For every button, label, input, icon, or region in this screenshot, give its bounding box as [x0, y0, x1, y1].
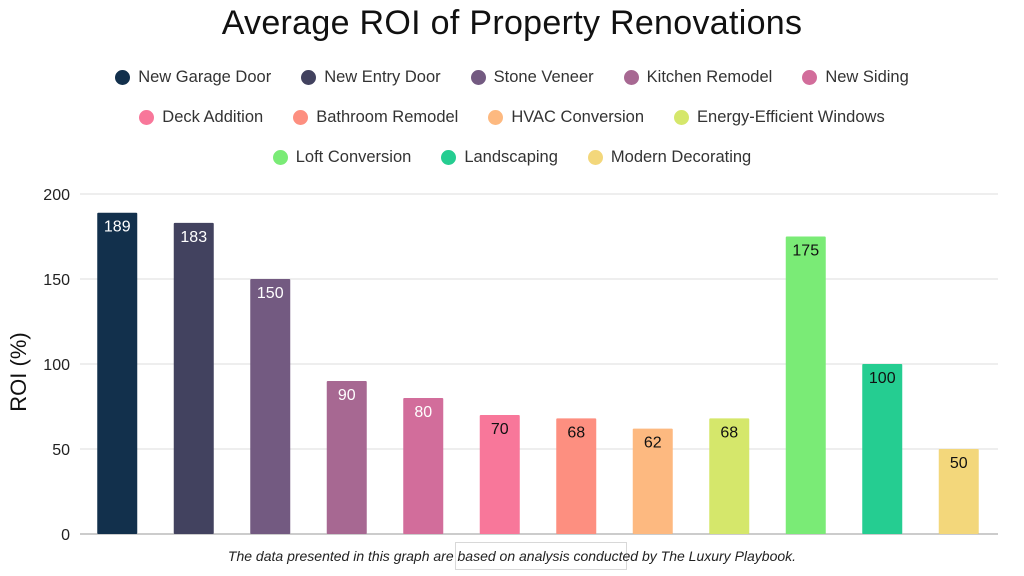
legend-item: Deck Addition: [139, 106, 263, 128]
y-tick-label: 200: [43, 187, 70, 204]
legend-item: Landscaping: [441, 146, 558, 168]
bar: [173, 222, 214, 534]
legend-item: Bathroom Remodel: [293, 106, 458, 128]
legend-swatch: [587, 149, 603, 165]
legend-item: New Siding: [802, 66, 909, 88]
legend-label: Bathroom Remodel: [316, 107, 459, 126]
legend-swatch: [470, 69, 486, 85]
legend-label: Stone Veneer: [493, 67, 594, 86]
bar: [97, 212, 138, 534]
legend-swatch: [441, 149, 457, 165]
bar: [556, 418, 597, 534]
bar-value-label: 183: [180, 229, 207, 246]
legend-swatch: [139, 109, 155, 125]
bar-value-label: 189: [104, 219, 131, 236]
bar: [785, 236, 826, 534]
legend-swatch: [488, 109, 504, 125]
bar-value-label: 175: [792, 243, 819, 260]
bar-value-label: 70: [491, 421, 509, 438]
legend-swatch: [802, 69, 818, 85]
bar-value-label: 68: [720, 424, 738, 441]
legend-label: New Entry Door: [324, 67, 441, 86]
legend-item: New Entry Door: [301, 66, 441, 88]
legend-item: Stone Veneer: [470, 66, 594, 88]
bar-value-label: 100: [869, 370, 896, 387]
bar-value-label: 62: [644, 435, 662, 452]
bar-value-label: 90: [338, 387, 356, 404]
legend: New Garage Door New Entry Door Stone Venee…: [60, 66, 964, 168]
bar-value-label: 80: [414, 404, 432, 421]
footnote: The data presented in this graph are bas…: [227, 548, 797, 564]
legend-item: Modern Decorating: [587, 146, 752, 168]
legend-label: New Garage Door: [138, 67, 272, 86]
bar: [862, 364, 903, 534]
y-tick-label: 0: [61, 527, 70, 544]
legend-label: Modern Decorating: [610, 147, 752, 166]
legend-label: New Siding: [825, 67, 909, 86]
legend-swatch: [301, 69, 317, 85]
bar: [250, 279, 291, 534]
legend-item: New Garage Door: [115, 66, 271, 88]
legend-swatch: [272, 149, 288, 165]
legend-label: Energy-Efficient Windows: [697, 107, 885, 126]
bar: [938, 449, 979, 534]
y-tick-label: 50: [52, 442, 70, 459]
legend-item: Loft Conversion: [272, 146, 412, 168]
legend-item: Energy-Efficient Windows: [674, 106, 885, 128]
bar: [479, 415, 520, 534]
y-axis-label: ROI (%): [6, 332, 31, 411]
legend-item: HVAC Conversion: [488, 106, 644, 128]
legend-swatch: [623, 69, 639, 85]
legend-swatch: [293, 109, 309, 125]
legend-label: Landscaping: [464, 147, 558, 166]
y-tick-label: 100: [43, 357, 70, 374]
legend-label: HVAC Conversion: [511, 107, 645, 126]
legend-swatch: [674, 109, 690, 125]
bar: [326, 381, 367, 534]
bar-value-label: 68: [567, 424, 585, 441]
y-tick-label: 150: [43, 272, 70, 289]
bar: [403, 398, 444, 534]
bar-value-label: 50: [950, 455, 968, 472]
bar: [632, 428, 673, 534]
legend-label: Loft Conversion: [295, 147, 412, 166]
bar-value-label: 150: [257, 285, 284, 302]
legend-item: Kitchen Remodel: [623, 66, 773, 88]
legend-label: Kitchen Remodel: [646, 67, 773, 86]
footnote-highlight-box: [455, 542, 627, 570]
legend-swatch: [115, 69, 131, 85]
legend-label: Deck Addition: [162, 107, 264, 126]
bar: [709, 418, 750, 534]
chart-title: Average ROI of Property Renovations: [221, 4, 803, 42]
